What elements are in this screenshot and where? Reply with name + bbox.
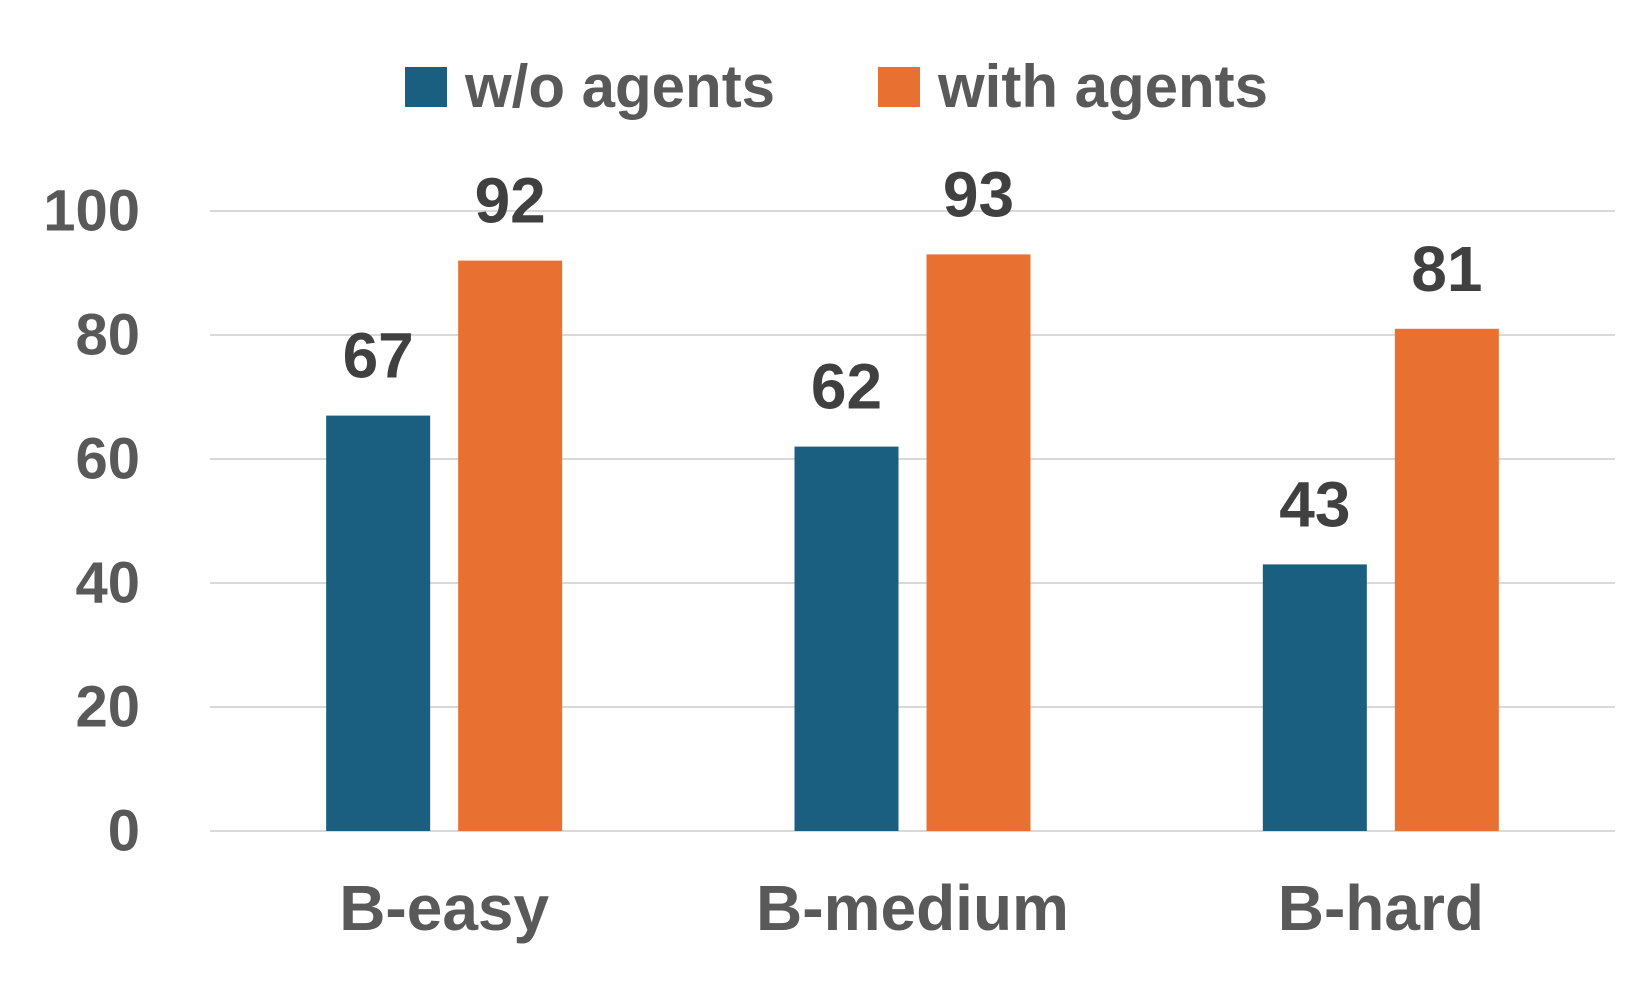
- data-label: 43: [1279, 468, 1350, 540]
- y-tick-label: 20: [75, 675, 140, 740]
- gridlines: [210, 210, 1615, 832]
- data-label: 93: [943, 158, 1014, 230]
- y-axis: 0 20 40 60 80 100: [43, 179, 140, 864]
- y-tick-label: 100: [43, 179, 140, 244]
- y-tick-label: 0: [108, 799, 140, 864]
- bar-b-medium-without-agents: [794, 446, 899, 831]
- legend-label-with-agents: with agents: [937, 53, 1268, 120]
- bar-b-easy-with-agents: [458, 260, 563, 832]
- legend-swatch-with-agents: [878, 67, 920, 107]
- y-tick-label: 60: [75, 427, 140, 492]
- data-label: 81: [1411, 233, 1482, 305]
- legend-label-without-agents: w/o agents: [464, 53, 775, 120]
- data-labels: 67 92 62 93 43 81: [343, 158, 1483, 540]
- y-tick-label: 80: [75, 303, 140, 368]
- y-tick-label: 40: [75, 551, 140, 616]
- bar-b-medium-with-agents: [926, 254, 1031, 831]
- data-label: 67: [343, 320, 414, 392]
- bars: [326, 254, 1499, 832]
- x-category-label: B-hard: [1278, 872, 1484, 944]
- bar-b-hard-without-agents: [1262, 564, 1367, 831]
- data-label: 62: [811, 351, 882, 423]
- bar-b-hard-with-agents: [1394, 328, 1499, 831]
- x-axis: B-easy B-medium B-hard: [339, 872, 1484, 944]
- bar-b-easy-without-agents: [326, 415, 431, 831]
- legend-swatch-without-agents: [405, 67, 447, 107]
- x-category-label: B-easy: [339, 872, 549, 944]
- legend: w/o agents with agents: [405, 53, 1268, 120]
- data-label: 92: [475, 165, 546, 237]
- x-category-label: B-medium: [756, 872, 1069, 944]
